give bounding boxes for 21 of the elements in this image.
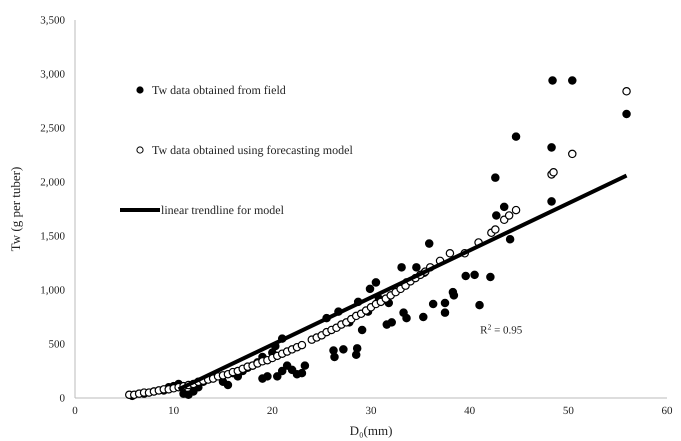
- legend-label: Tw data obtained from field: [152, 83, 286, 97]
- x-tick-label: 40: [464, 404, 476, 417]
- y-tick-label: 1,500: [40, 230, 66, 243]
- x-tick-label: 60: [662, 404, 673, 417]
- x-tick-label: 20: [266, 404, 278, 417]
- annotation: R$^{2}$ = 0.95: [480, 322, 523, 337]
- y-tick-label: 1,000: [40, 284, 66, 297]
- y-axis-title: Tw (g per tuber): [8, 166, 23, 252]
- x-tick-label: 50: [562, 404, 574, 417]
- legend-label: Tw data obtained using forecasting model: [152, 143, 354, 157]
- legend-label: linear trendline for model: [161, 203, 285, 217]
- x-tick-label: 0: [72, 404, 78, 417]
- y-tick-label: 500: [48, 338, 66, 351]
- y-tick-label: 2,000: [40, 176, 66, 189]
- x-axis-title: D₀(mm): [350, 423, 392, 438]
- y-tick-label: 3,500: [40, 14, 66, 27]
- y-tick-label: 2,500: [40, 122, 66, 135]
- y-tick-label: 0: [60, 392, 66, 405]
- x-tick-label: 30: [366, 404, 377, 417]
- x-tick-label: 10: [168, 404, 180, 417]
- y-tick-label: 3,000: [40, 68, 66, 81]
